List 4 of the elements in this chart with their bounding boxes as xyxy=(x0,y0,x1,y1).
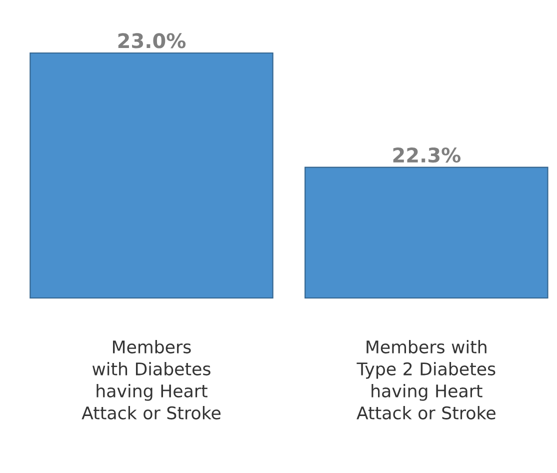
x-tick-label: Members with Diabetes having Heart Attack or Stroke xyxy=(82,340,221,420)
data-label: 22.3% xyxy=(393,147,460,163)
x-tick-label: Members with Type 2 Diabetes having Heart Attack or Stroke xyxy=(356,340,496,420)
data-label: 23.0% xyxy=(118,33,186,48)
